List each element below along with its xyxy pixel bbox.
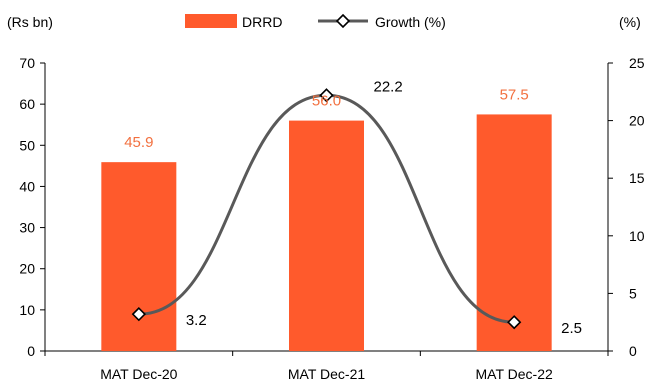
right-tick-label: 20: [629, 113, 645, 129]
legend-label-drrd: DRRD: [242, 14, 282, 30]
data-label-growth: 2.5: [561, 320, 582, 337]
left-tick-label: 30: [19, 220, 35, 236]
x-tick-label: MAT Dec-21: [288, 366, 365, 382]
right-tick-label: 25: [629, 55, 645, 71]
bar-drrd: [101, 162, 177, 351]
left-axis-unit-label: (Rs bn): [7, 14, 53, 30]
bar-drrd: [476, 114, 552, 351]
point-growth: [131, 307, 146, 322]
data-label-growth: 22.2: [374, 78, 403, 95]
left-tick-label: 20: [19, 261, 35, 277]
left-tick-label: 0: [27, 343, 35, 359]
right-tick-label: 15: [629, 170, 645, 186]
data-label-drrd: 56.0: [312, 93, 341, 110]
data-label-growth: 3.2: [186, 312, 207, 329]
left-tick-label: 50: [19, 137, 35, 153]
point-growth: [319, 88, 334, 103]
point-growth: [507, 315, 522, 330]
x-tick-label: MAT Dec-22: [476, 366, 553, 382]
right-tick-label: 10: [629, 228, 645, 244]
left-tick-label: 60: [19, 96, 35, 112]
left-tick-label: 40: [19, 178, 35, 194]
legend-marker-growth: [335, 13, 351, 29]
legend-swatch-drrd: [185, 14, 237, 28]
left-tick-label: 10: [19, 302, 35, 318]
legend: DRRD Growth (%): [185, 13, 446, 30]
bar-drrd: [289, 120, 364, 351]
x-tick-label: MAT Dec-20: [100, 366, 177, 382]
right-axis-unit-label: (%): [619, 14, 641, 30]
legend-label-growth: Growth (%): [375, 14, 446, 30]
data-label-drrd: 57.5: [500, 86, 529, 103]
data-label-drrd: 45.9: [124, 134, 153, 151]
right-tick-label: 5: [629, 285, 637, 301]
left-tick-label: 70: [19, 55, 35, 71]
right-tick-label: 0: [629, 343, 637, 359]
